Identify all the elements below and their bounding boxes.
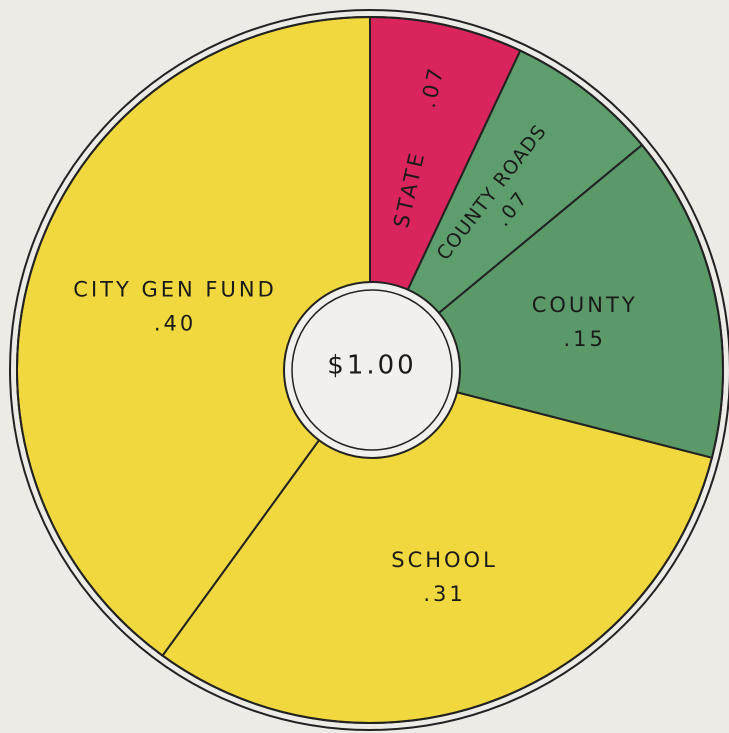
outer-ring (9, 9, 729, 731)
slices (16, 15, 724, 724)
category-label: SCHOOL (391, 548, 498, 572)
center-label: $1.00 (327, 351, 416, 381)
center-hole-inner (291, 289, 453, 451)
center-hole (283, 281, 461, 459)
outer-ring-inner (16, 16, 724, 724)
category-label: CITY GEN FUND (73, 278, 276, 302)
value-label: .31 (423, 582, 465, 606)
category-label: COUNTY (532, 293, 638, 317)
value-label: .15 (563, 327, 605, 351)
value-label: .40 (154, 312, 196, 336)
